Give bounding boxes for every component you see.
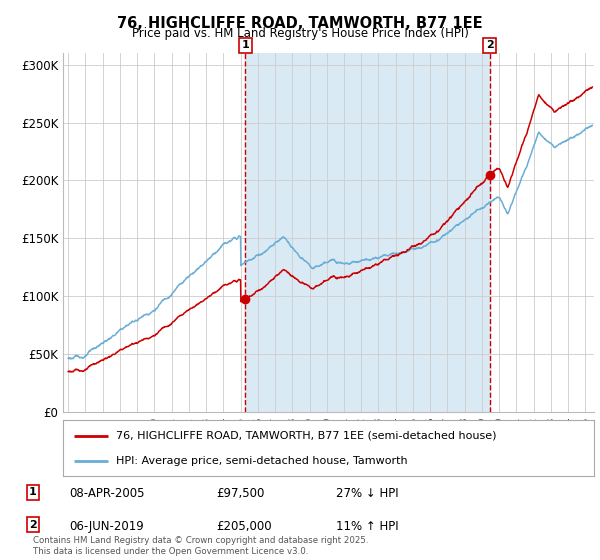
Text: 11% ↑ HPI: 11% ↑ HPI [336, 520, 398, 533]
Text: £205,000: £205,000 [216, 520, 272, 533]
Text: 1: 1 [29, 487, 37, 497]
Text: 2: 2 [29, 520, 37, 530]
Text: HPI: Average price, semi-detached house, Tamworth: HPI: Average price, semi-detached house,… [116, 456, 408, 466]
Text: 06-JUN-2019: 06-JUN-2019 [69, 520, 144, 533]
Text: 27% ↓ HPI: 27% ↓ HPI [336, 487, 398, 500]
Text: Price paid vs. HM Land Registry's House Price Index (HPI): Price paid vs. HM Land Registry's House … [131, 27, 469, 40]
Text: 76, HIGHCLIFFE ROAD, TAMWORTH, B77 1EE (semi-detached house): 76, HIGHCLIFFE ROAD, TAMWORTH, B77 1EE (… [116, 431, 497, 441]
Text: 2: 2 [485, 40, 493, 50]
Text: £97,500: £97,500 [216, 487, 265, 500]
Text: 76, HIGHCLIFFE ROAD, TAMWORTH, B77 1EE: 76, HIGHCLIFFE ROAD, TAMWORTH, B77 1EE [117, 16, 483, 31]
Text: 1: 1 [241, 40, 249, 50]
Text: Contains HM Land Registry data © Crown copyright and database right 2025.
This d: Contains HM Land Registry data © Crown c… [33, 536, 368, 556]
Text: 08-APR-2005: 08-APR-2005 [69, 487, 145, 500]
Bar [245, 53, 490, 412]
